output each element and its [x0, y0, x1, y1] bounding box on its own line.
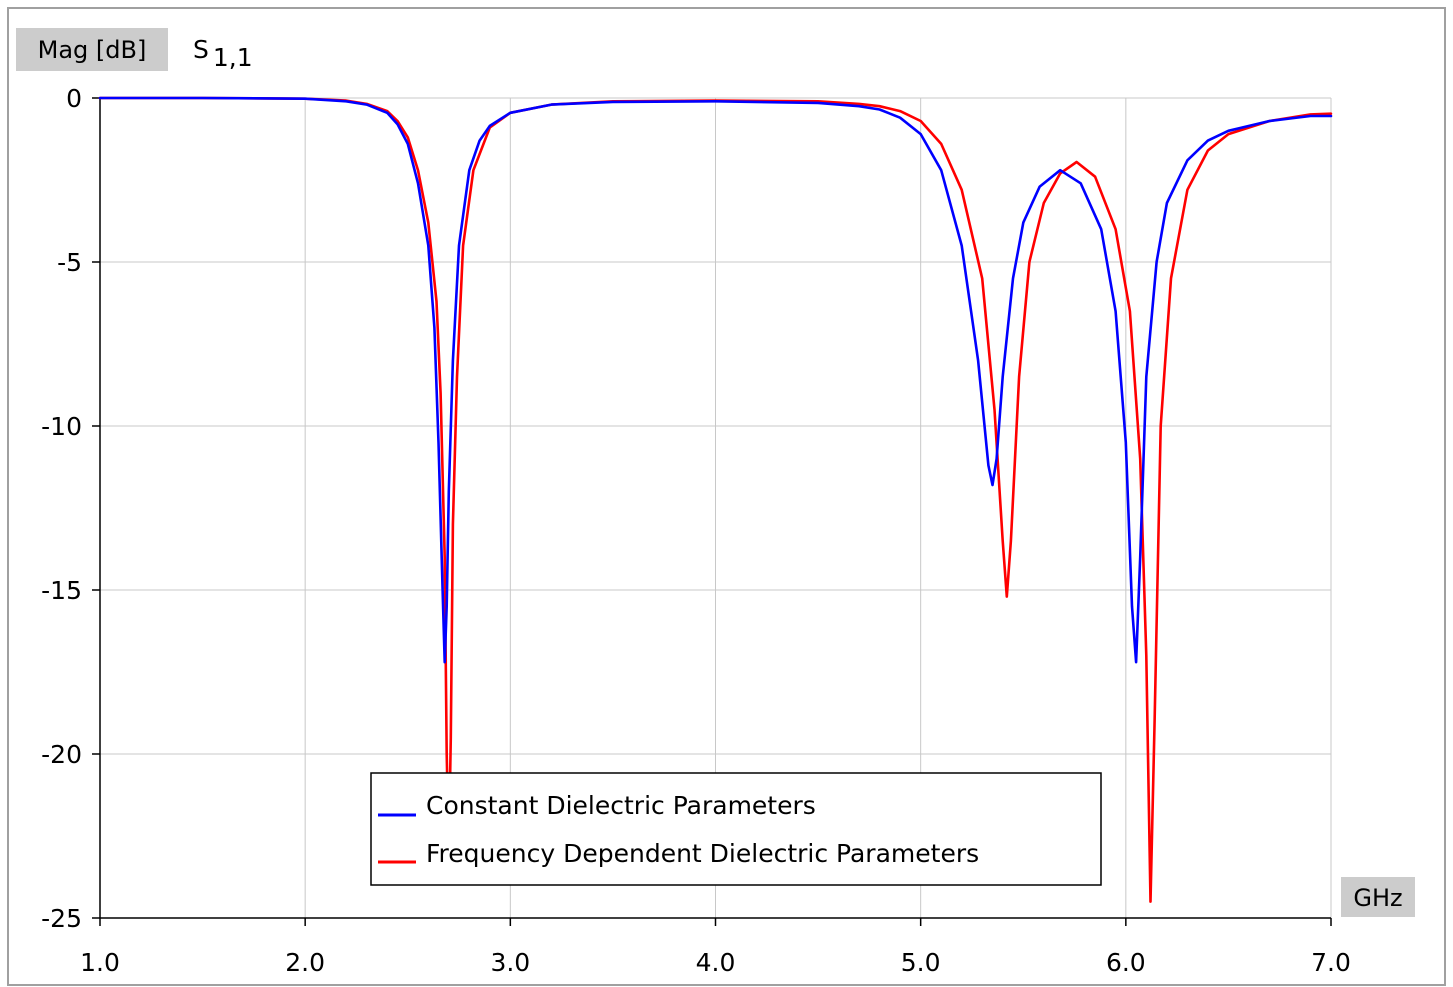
legend-box [370, 772, 1102, 886]
y-tick-label: -15 [41, 576, 82, 605]
x-tick-label: 5.0 [901, 948, 941, 977]
y-tick-label: -25 [41, 904, 82, 933]
legend: Constant Dielectric Parameters Frequency… [370, 772, 1102, 886]
xunit-box [1341, 877, 1415, 917]
series-line-constant [98, 96, 1333, 664]
x-tick-label: 3.0 [490, 948, 530, 977]
x-tick-label: 4.0 [696, 948, 736, 977]
legend-label-constant: Constant Dielectric Parameters [426, 791, 816, 820]
chart-title: S 1,1 [193, 35, 253, 72]
x-tick-label: 6.0 [1106, 948, 1146, 977]
x-tick-label: 1.0 [80, 948, 120, 977]
series-line-frequency-dependent [98, 96, 1333, 903]
ylabel-box [16, 28, 168, 71]
ylabel-text: Mag [dB] [38, 36, 147, 64]
x-tick-label: 7.0 [1311, 948, 1351, 977]
xunit-text: GHz [1353, 884, 1402, 912]
legend-label-frequency-dependent: Frequency Dependent Dielectric Parameter… [426, 839, 979, 868]
series-layer [98, 96, 1333, 903]
y-tick-label: -20 [41, 740, 82, 769]
title-main: S [193, 35, 209, 64]
y-tick-label: -5 [57, 248, 82, 277]
axes: 1.0 2.0 3.0 4.0 5.0 6.0 7.0 0 -5 -10 -15 -20 -25 [41, 84, 1351, 977]
y-tick-label: -10 [41, 412, 82, 441]
grid [99, 97, 1332, 919]
y-tick-label: 0 [66, 84, 82, 113]
x-tick-label: 2.0 [285, 948, 325, 977]
title-sub: 1,1 [213, 43, 253, 72]
